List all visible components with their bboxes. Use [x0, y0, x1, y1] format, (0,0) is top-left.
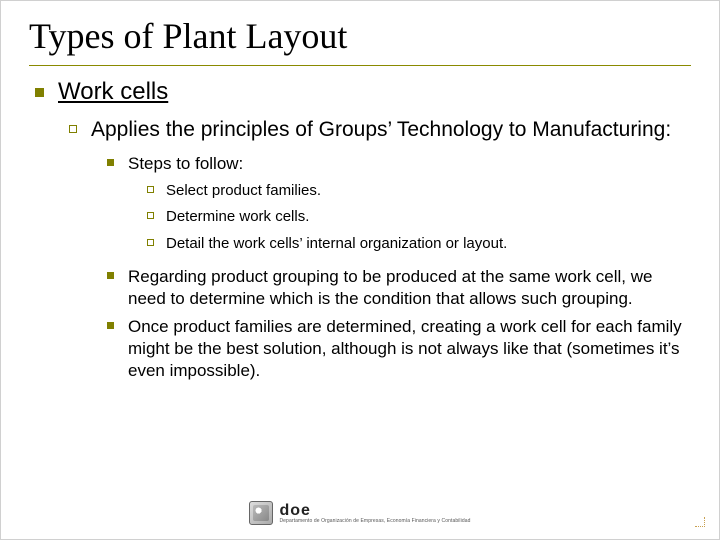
corner-ornament-icon	[689, 511, 705, 527]
open-square-bullet-icon	[147, 186, 154, 193]
square-bullet-icon	[107, 272, 114, 279]
slide-title: Types of Plant Layout	[29, 15, 691, 63]
lvl2-item: Applies the principles of Groups’ Techno…	[69, 117, 685, 143]
lvl3-text: Steps to follow:	[128, 153, 243, 175]
slide: Types of Plant Layout Work cells Applies…	[0, 0, 720, 540]
lvl4-text: Select product families.	[166, 181, 321, 201]
logo-text: doe	[279, 503, 470, 519]
logo-subtext: Departamento de Organización de Empresas…	[279, 519, 470, 524]
logo-mark-icon	[249, 501, 273, 525]
lvl4-text: Determine work cells.	[166, 207, 309, 227]
lvl4-item: Detail the work cells’ internal organiza…	[147, 234, 685, 254]
square-bullet-icon	[107, 322, 114, 329]
lvl2-text: Applies the principles of Groups’ Techno…	[91, 117, 671, 143]
lvl4-item: Select product families.	[147, 181, 685, 201]
footer-logo: doe Departamento de Organización de Empr…	[249, 501, 470, 525]
title-region: Types of Plant Layout	[1, 1, 719, 66]
square-bullet-icon	[107, 159, 114, 166]
lvl1-item: Work cells	[35, 78, 685, 107]
open-square-bullet-icon	[69, 125, 77, 133]
lvl3-item-steps: Steps to follow:	[107, 153, 685, 175]
open-square-bullet-icon	[147, 212, 154, 219]
open-square-bullet-icon	[147, 239, 154, 246]
footer: doe Departamento de Organización de Empr…	[1, 501, 719, 525]
logo-text-block: doe Departamento de Organización de Empr…	[279, 503, 470, 524]
lvl3-item-families: Once product families are determined, cr…	[107, 316, 685, 382]
lvl3-text: Regarding product grouping to be produce…	[128, 266, 685, 310]
lvl3-item-grouping: Regarding product grouping to be produce…	[107, 266, 685, 310]
lvl4-item: Determine work cells.	[147, 207, 685, 227]
lvl3-text: Once product families are determined, cr…	[128, 316, 685, 382]
body-region: Work cells Applies the principles of Gro…	[1, 66, 719, 382]
lvl1-text: Work cells	[58, 78, 168, 107]
lvl4-text: Detail the work cells’ internal organiza…	[166, 234, 507, 254]
square-bullet-icon	[35, 88, 44, 97]
